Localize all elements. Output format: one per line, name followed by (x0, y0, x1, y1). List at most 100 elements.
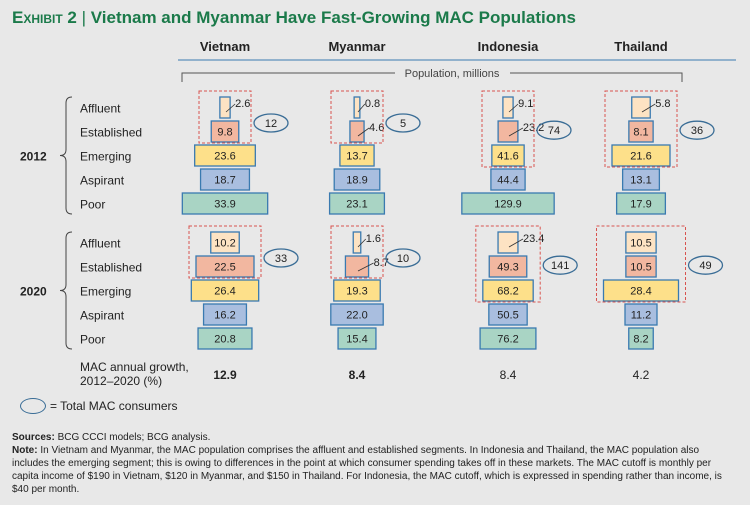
bar-value: 41.6 (497, 151, 518, 163)
bar-value: 22.5 (214, 262, 235, 274)
bar-value: 23.4 (523, 233, 544, 245)
bar-emerging (194, 144, 256, 167)
bar-value: 8.7 (374, 257, 389, 269)
legend: = Total MAC consumers (20, 398, 178, 414)
mac-total-oval (542, 255, 578, 275)
exhibit-number: Exhibit 2 (12, 8, 77, 27)
segment-label: Emerging (80, 150, 131, 164)
bar-poor (615, 192, 667, 215)
bar-poor (181, 192, 269, 215)
growth-value: 4.2 (633, 368, 650, 382)
leader-line (225, 103, 236, 113)
bar-value: 22.0 (346, 310, 367, 322)
bar-established (210, 120, 240, 143)
bar-value: 11.2 (631, 310, 652, 322)
bar-value: 28.4 (630, 286, 651, 298)
bar-poor (197, 327, 253, 350)
bar-value: 8.1 (633, 127, 648, 139)
bar-value: 129.9 (494, 199, 522, 211)
bar-value: 23.6 (214, 151, 235, 163)
bar-value: 20.8 (214, 334, 235, 346)
bar-value: 10.5 (630, 262, 651, 274)
bar-aspirant (488, 303, 528, 326)
leader-line (508, 238, 524, 248)
bar-emerging (482, 279, 534, 302)
bar-affluent (353, 96, 361, 119)
bar-value: 0.8 (365, 98, 380, 110)
bar-value: 2.6 (235, 98, 250, 110)
bar-value: 76.2 (497, 334, 518, 346)
growth-value: 8.4 (500, 368, 517, 382)
footnotes: Sources: BCG CCCI models; BCG analysis. … (12, 431, 737, 496)
bar-affluent (502, 96, 514, 119)
growth-label: MAC annual growth, (80, 360, 189, 374)
bar-emerging (190, 279, 260, 302)
bar-established (195, 255, 255, 278)
bar-value: 21.6 (630, 151, 651, 163)
segment-label: Emerging (80, 285, 131, 299)
mac-total-oval (385, 248, 421, 268)
bar-poor (628, 327, 654, 350)
bar-affluent (352, 231, 362, 254)
bar-emerging (602, 279, 680, 302)
sources: Sources: BCG CCCI models; BCG analysis. (12, 432, 211, 443)
country-header: Indonesia (478, 39, 539, 54)
bar-established (349, 120, 365, 143)
leader-line (357, 127, 370, 137)
bar-value: 16.2 (214, 310, 235, 322)
bar-value: 4.6 (369, 122, 384, 134)
bar-poor (337, 327, 377, 350)
mac-total-oval (385, 113, 421, 133)
mac-box (596, 225, 686, 303)
bar-aspirant (624, 303, 658, 326)
mac-total-oval (687, 255, 724, 275)
bar-poor (461, 192, 555, 215)
bar-value: 8.2 (633, 334, 648, 346)
bar-aspirant (490, 168, 526, 191)
mac-box (330, 225, 384, 279)
growth-label: 2012–2020 (%) (80, 374, 162, 388)
segment-label: Poor (80, 333, 105, 347)
mac-total-oval (253, 113, 289, 133)
bar-emerging (611, 144, 671, 167)
oval-legend-icon (20, 398, 46, 414)
mac-box (475, 225, 541, 303)
leader-line (508, 103, 519, 113)
mac-total: 10 (397, 253, 409, 265)
bar-emerging (339, 144, 375, 167)
country-header: Myanmar (328, 39, 385, 54)
bar-value: 33.9 (214, 199, 235, 211)
mac-box (604, 90, 678, 168)
bar-poor (479, 327, 537, 350)
mac-total-oval (679, 120, 715, 140)
bar-affluent (219, 96, 231, 119)
bar-value: 26.4 (214, 286, 235, 298)
bar-affluent (625, 231, 657, 254)
bar-aspirant (330, 303, 384, 326)
leader-line (357, 103, 366, 113)
mac-total: 12 (265, 118, 277, 130)
mac-box (481, 90, 535, 168)
leader-line (357, 262, 374, 272)
bar-established (488, 255, 528, 278)
leader-line (641, 103, 656, 113)
segment-label: Aspirant (80, 309, 125, 323)
mac-box (330, 90, 384, 144)
legend-text: = Total MAC consumers (50, 399, 178, 413)
bar-value: 9.1 (518, 98, 533, 110)
bar-value: 15.4 (346, 334, 367, 346)
mac-box (198, 90, 252, 144)
bar-value: 17.9 (630, 199, 651, 211)
bar-value: 13.7 (346, 151, 367, 163)
country-header: Thailand (614, 39, 668, 54)
bar-affluent (497, 231, 519, 254)
bar-established (625, 255, 657, 278)
segment-label: Poor (80, 198, 105, 212)
bar-aspirant (202, 303, 248, 326)
bar-value: 49.3 (497, 262, 518, 274)
country-header: Vietnam (200, 39, 250, 54)
mac-total: 33 (275, 253, 287, 265)
segment-label: Established (80, 261, 142, 275)
bar-value: 19.3 (346, 286, 367, 298)
